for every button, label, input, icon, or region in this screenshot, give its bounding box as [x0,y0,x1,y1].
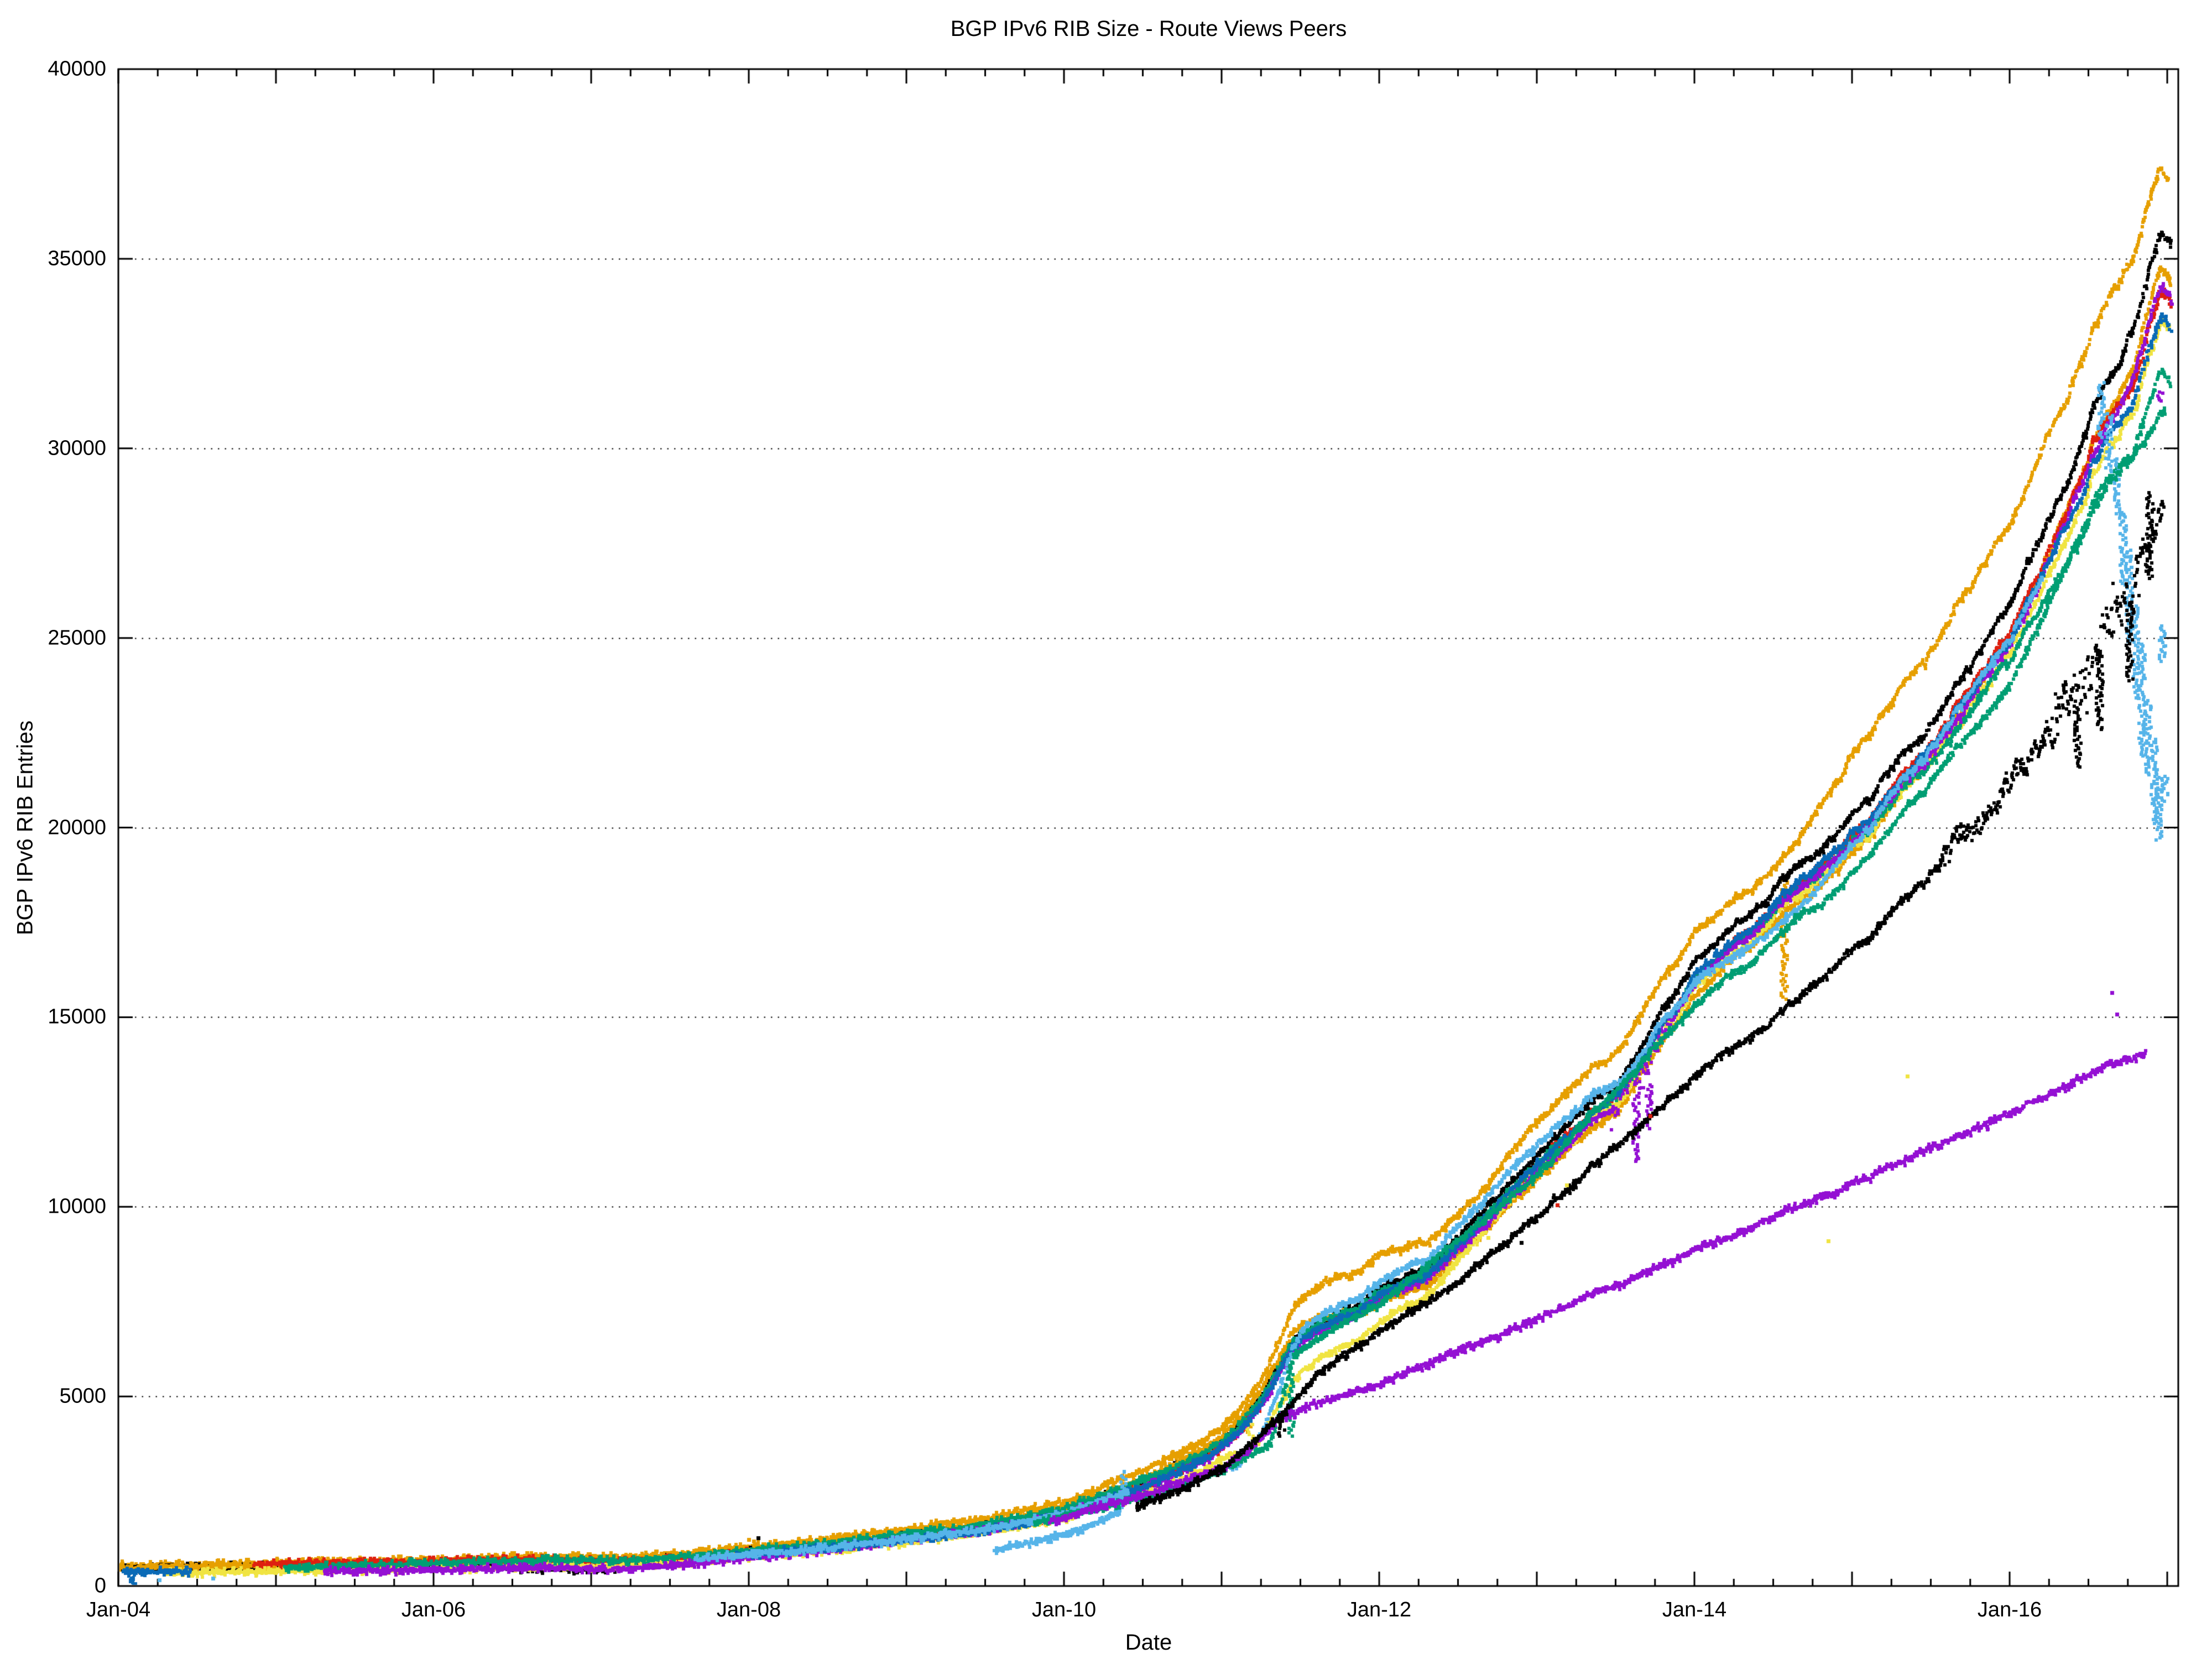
x-tick-label: Jan-14 [1662,1598,1727,1621]
y-tick-label: 0 [94,1574,106,1598]
y-tick-label: 15000 [48,1005,106,1029]
x-tick-label: Jan-06 [401,1598,466,1621]
x-tick-label: Jan-12 [1347,1598,1412,1621]
y-tick-label: 30000 [48,436,106,460]
y-tick-label: 40000 [48,57,106,81]
x-tick-label: Jan-08 [716,1598,781,1621]
y-tick-label: 10000 [48,1194,106,1218]
y-tick-label: 35000 [48,247,106,270]
x-tick-label: Jan-10 [1031,1598,1097,1621]
y-tick-label: 20000 [48,816,106,839]
x-tick-label: Jan-04 [86,1598,151,1621]
chart-title: BGP IPv6 RIB Size - Route Views Peers [950,17,1347,41]
y-tick-label: 25000 [48,626,106,650]
x-tick-label: Jan-16 [1977,1598,2042,1621]
x-axis-title: Date [1125,1630,1172,1655]
y-tick-label: 5000 [59,1384,106,1408]
